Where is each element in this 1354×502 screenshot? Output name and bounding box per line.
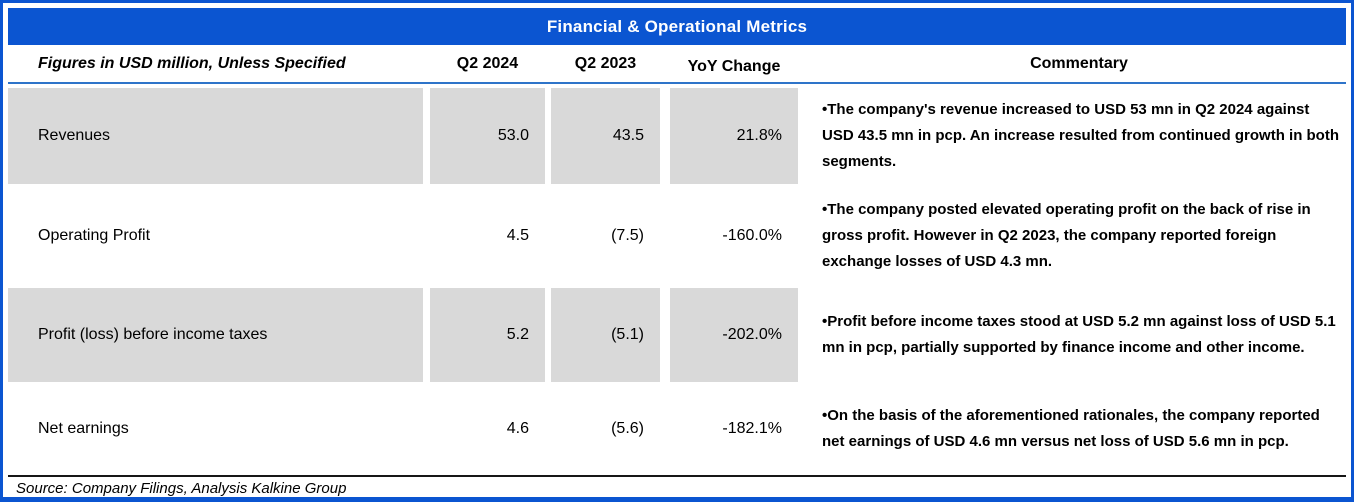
row-commentary: •The company posted elevated operating p… [822, 201, 1311, 270]
value-q2-2023: (7.5) [611, 227, 644, 244]
column-header-row: Figures in USD million, Unless Specified… [8, 45, 1346, 84]
table-row: Revenues 53.0 43.5 21.8% •The company's … [8, 88, 1346, 184]
row-label: Revenues [8, 88, 423, 184]
column-header-q2-2023: Q2 2023 [574, 54, 637, 72]
table-row: Net earnings 4.6 (5.6) -182.1% •On the b… [8, 382, 1346, 475]
value-q2-2023: 43.5 [551, 88, 660, 184]
row-commentary: •Profit before income taxes stood at USD… [822, 313, 1336, 356]
value-q2-2024: 4.5 [506, 227, 529, 244]
value-q2-2023: (5.6) [611, 419, 644, 437]
row-label: Net earnings [38, 419, 129, 437]
value-q2-2024: 5.2 [430, 288, 545, 382]
row-label: Profit (loss) before income taxes [8, 288, 423, 382]
value-yoy-change: -160.0% [722, 227, 782, 244]
row-commentary: •On the basis of the aforementioned rati… [822, 406, 1320, 450]
value-yoy-change: -202.0% [670, 288, 798, 382]
table-row: Operating Profit 4.5 (7.5) -160.0% •The … [8, 184, 1346, 288]
table-title: Financial & Operational Metrics [8, 8, 1346, 45]
value-yoy-change: 21.8% [670, 88, 798, 184]
value-q2-2024: 4.6 [506, 419, 529, 437]
value-q2-2024: 53.0 [430, 88, 545, 184]
column-header-commentary: Commentary [1030, 54, 1128, 72]
value-q2-2023: (5.1) [551, 288, 660, 382]
column-header-yoy-change: YoY Change [687, 57, 781, 75]
row-commentary: •The company's revenue increased to USD … [822, 101, 1340, 170]
column-header-q2-2024: Q2 2024 [456, 54, 519, 72]
row-label: Operating Profit [38, 227, 151, 244]
table-row: Profit (loss) before income taxes 5.2 (5… [8, 288, 1346, 382]
value-yoy-change: -182.1% [722, 419, 782, 437]
column-header-figures: Figures in USD million, Unless Specified [38, 54, 346, 72]
source-note: Source: Company Filings, Analysis Kalkin… [8, 475, 1346, 497]
